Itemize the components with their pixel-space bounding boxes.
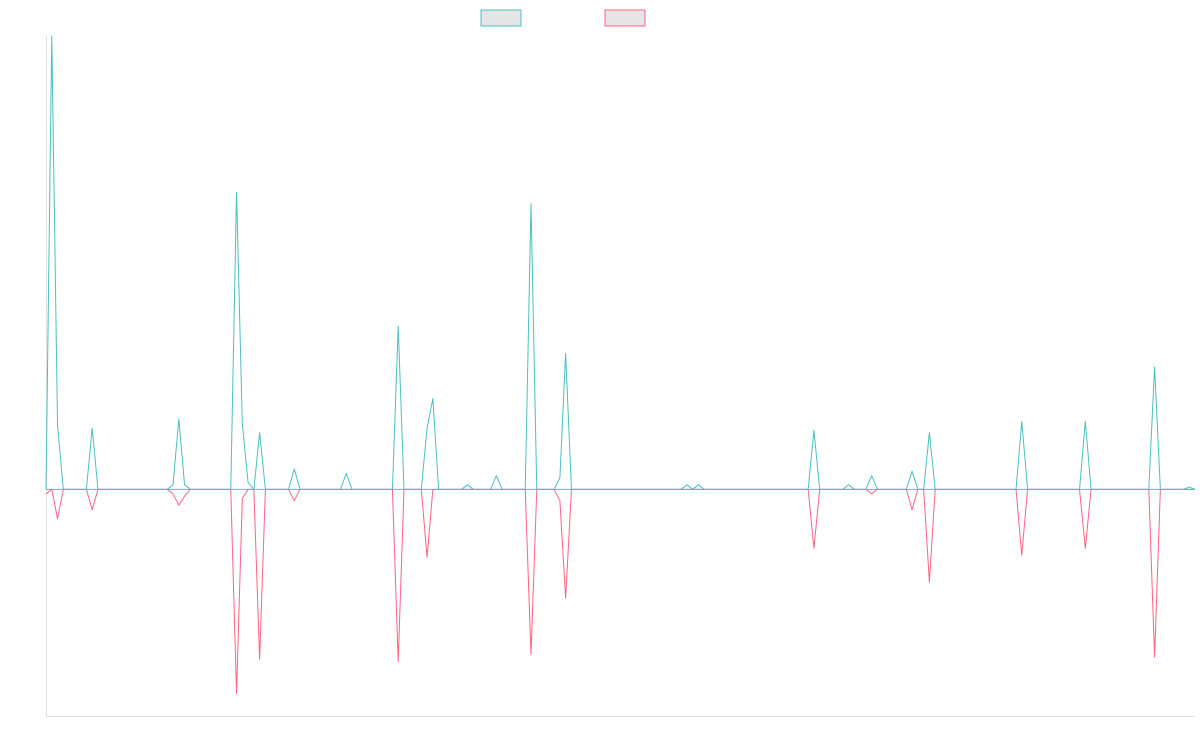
series-line-a bbox=[45, 35, 1196, 490]
legend bbox=[480, 9, 646, 27]
axes bbox=[46, 36, 1195, 717]
series-layer bbox=[45, 35, 1196, 694]
legend-swatch-series-b[interactable] bbox=[604, 9, 646, 27]
series-line-b bbox=[45, 488, 1195, 694]
legend-swatch-series-a[interactable] bbox=[480, 9, 522, 27]
